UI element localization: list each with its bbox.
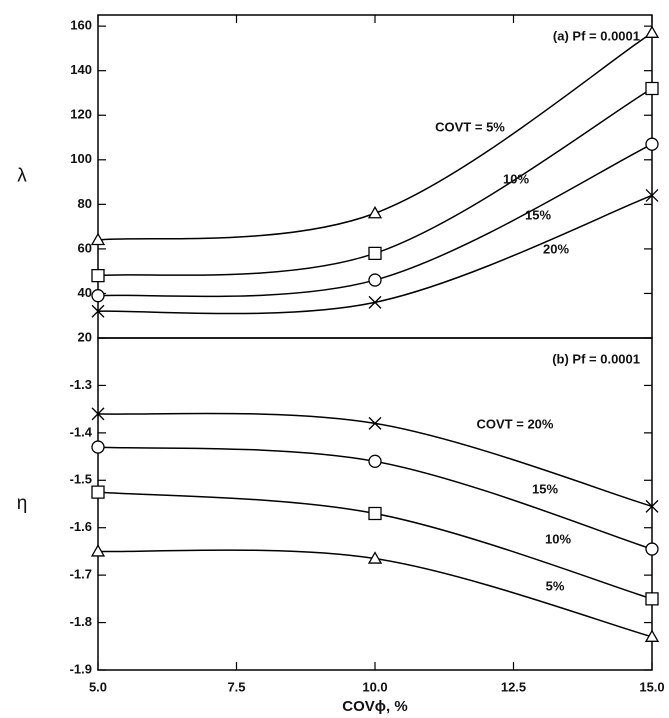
series-label: 20% xyxy=(543,241,569,256)
y-tick-label: -1.7 xyxy=(70,567,92,582)
point-marker xyxy=(91,407,105,421)
y-tick-label: 140 xyxy=(70,62,92,77)
point-marker xyxy=(90,544,106,557)
point-marker xyxy=(645,81,659,96)
x-tick-label: 12.5 xyxy=(501,679,526,694)
series-label: 10% xyxy=(503,171,529,186)
point-marker xyxy=(367,205,383,219)
y-tick-label: 80 xyxy=(78,196,92,211)
point-marker xyxy=(645,188,659,202)
plot-frame xyxy=(97,14,653,339)
y-tick-label: -1.6 xyxy=(70,519,92,534)
y-tick-label: 100 xyxy=(70,151,92,166)
y-axis-label: η xyxy=(17,493,28,514)
x-tick-label: 5.0 xyxy=(89,679,107,694)
point-marker xyxy=(368,416,382,430)
point-marker xyxy=(368,273,382,287)
point-marker xyxy=(645,592,659,606)
y-tick-label: -1.3 xyxy=(70,377,92,392)
y-tick-label: 160 xyxy=(70,18,92,33)
y-tick-label: -1.5 xyxy=(70,472,92,487)
series-label: COVT = 20% xyxy=(477,416,554,431)
series-label: 15% xyxy=(525,207,551,222)
series-label: 5% xyxy=(546,578,565,593)
series-label: COVT = 5% xyxy=(435,119,505,134)
y-tick-label: 40 xyxy=(78,285,92,300)
point-marker xyxy=(644,25,660,38)
series-label: 10% xyxy=(545,531,571,546)
y-tick-label: -1.8 xyxy=(70,614,92,629)
point-marker xyxy=(368,454,382,468)
point-marker xyxy=(91,304,105,318)
y-axis-label: λ xyxy=(17,166,27,187)
y-tick-label: 60 xyxy=(78,240,92,255)
y-tick-label: 120 xyxy=(70,107,92,122)
point-marker xyxy=(91,289,105,303)
annotation: (a) Pf = 0.0001 xyxy=(553,28,640,43)
series-label: 15% xyxy=(532,481,558,496)
x-tick-label: 15.0 xyxy=(639,679,664,694)
point-marker xyxy=(645,137,659,151)
y-tick-label: -1.9 xyxy=(70,661,92,676)
y-tick-label: -1.4 xyxy=(70,424,93,439)
point-marker xyxy=(367,551,383,564)
point-marker xyxy=(91,268,105,283)
point-marker xyxy=(645,542,659,556)
point-marker xyxy=(91,485,105,499)
plot-frame xyxy=(97,337,653,671)
point-marker xyxy=(91,440,105,454)
x-tick-label: 10.0 xyxy=(362,679,387,694)
point-marker xyxy=(368,506,382,521)
y-tick-label: 20 xyxy=(78,329,92,344)
x-axis-label: COVϕ, % xyxy=(342,698,407,715)
x-tick-label: 7.5 xyxy=(227,679,245,694)
point-marker xyxy=(644,629,660,642)
point-marker xyxy=(368,295,382,309)
point-marker xyxy=(368,246,382,261)
point-marker xyxy=(90,232,106,246)
annotation: (b) Pf = 0.0001 xyxy=(552,351,640,366)
point-marker xyxy=(645,499,659,513)
